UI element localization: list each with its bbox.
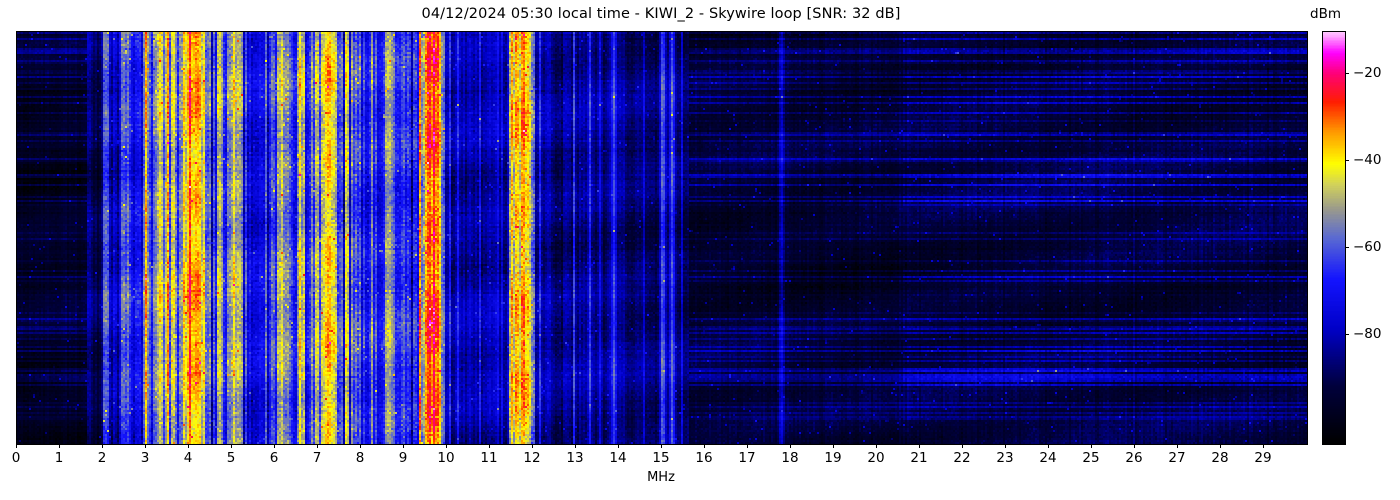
x-tick-label: 16 [695, 450, 713, 466]
x-tick-label: 25 [1082, 450, 1100, 466]
x-tick-mark [1177, 444, 1178, 448]
x-tick-label: 17 [738, 450, 756, 466]
x-tick-label: 18 [781, 450, 799, 466]
x-tick-label: 26 [1125, 450, 1143, 466]
x-tick-label: 21 [910, 450, 928, 466]
colorbar[interactable] [1322, 31, 1346, 445]
colorbar-tick-mark [1345, 334, 1349, 336]
colorbar-tick-label: −60 [1353, 239, 1382, 256]
x-tick-label: 7 [312, 450, 322, 466]
x-tick-label: 12 [523, 450, 541, 466]
x-tick-label: 5 [226, 450, 236, 466]
x-tick-mark [704, 444, 705, 448]
x-tick-mark [1048, 444, 1049, 448]
x-tick-mark [1220, 444, 1221, 448]
x-tick-label: 8 [355, 450, 365, 466]
x-tick-label: 22 [953, 450, 971, 466]
x-tick-mark [102, 444, 103, 448]
x-tick-mark [360, 444, 361, 448]
colorbar-tick-label: −80 [1353, 326, 1382, 343]
x-tick-mark [747, 444, 748, 448]
x-tick-mark [1091, 444, 1092, 448]
x-tick-mark [1134, 444, 1135, 448]
x-tick-label: 23 [996, 450, 1014, 466]
x-tick-label: 10 [437, 450, 455, 466]
x-tick-mark [661, 444, 662, 448]
x-tick-mark [876, 444, 877, 448]
colorbar-gradient [1323, 32, 1345, 444]
x-tick-mark [790, 444, 791, 448]
x-tick-mark [188, 444, 189, 448]
spectrogram-plot-area[interactable] [16, 31, 1308, 445]
x-tick-mark [231, 444, 232, 448]
x-tick-mark [489, 444, 490, 448]
x-tick-mark [446, 444, 447, 448]
colorbar-tick-label: −40 [1353, 151, 1382, 168]
x-tick-label: 3 [140, 450, 150, 466]
x-tick-label: 14 [609, 450, 627, 466]
x-tick-mark [16, 444, 17, 448]
x-tick-label: 9 [398, 450, 408, 466]
x-tick-mark [618, 444, 619, 448]
x-tick-mark [919, 444, 920, 448]
x-axis: 0 1 2 3 4 5 6 7 8 9 10 11 12 13 14 15 16 17 18 19 20 21 22 23 24… [12, 444, 1306, 474]
x-tick-mark [962, 444, 963, 448]
x-tick-label: 20 [867, 450, 885, 466]
colorbar-tick-mark [1345, 247, 1349, 249]
x-tick-label: 1 [54, 450, 64, 466]
x-tick-mark [317, 444, 318, 448]
page-title: 04/12/2024 05:30 local time - KIWI_2 - S… [421, 6, 901, 22]
x-tick-label: 6 [269, 450, 279, 466]
spectrogram-heatmap[interactable] [17, 32, 1307, 444]
x-tick-label: 4 [183, 450, 193, 466]
x-axis-label: MHz [647, 470, 675, 485]
x-tick-label: 15 [652, 450, 670, 466]
x-tick-label: 13 [566, 450, 584, 466]
colorbar-tick-mark [1345, 159, 1349, 161]
x-tick-mark [575, 444, 576, 448]
x-tick-mark [532, 444, 533, 448]
x-tick-mark [59, 444, 60, 448]
x-tick-label: 11 [480, 450, 498, 466]
colorbar-tick-mark [1345, 72, 1349, 74]
x-tick-label: 28 [1211, 450, 1229, 466]
x-tick-label: 0 [11, 450, 21, 466]
x-tick-label: 27 [1168, 450, 1186, 466]
x-tick-label: 2 [97, 450, 107, 466]
colorbar-tick-label: −20 [1353, 64, 1382, 81]
x-tick-label: 19 [824, 450, 842, 466]
x-tick-label: 29 [1254, 450, 1272, 466]
x-tick-mark [274, 444, 275, 448]
x-tick-mark [1005, 444, 1006, 448]
colorbar-unit-label: dBm [1310, 6, 1341, 22]
x-tick-mark [833, 444, 834, 448]
x-tick-mark [1263, 444, 1264, 448]
x-tick-mark [403, 444, 404, 448]
x-tick-mark [145, 444, 146, 448]
x-tick-label: 24 [1039, 450, 1057, 466]
colorbar-axis: −20 −40 −60 −80 [1345, 31, 1399, 445]
